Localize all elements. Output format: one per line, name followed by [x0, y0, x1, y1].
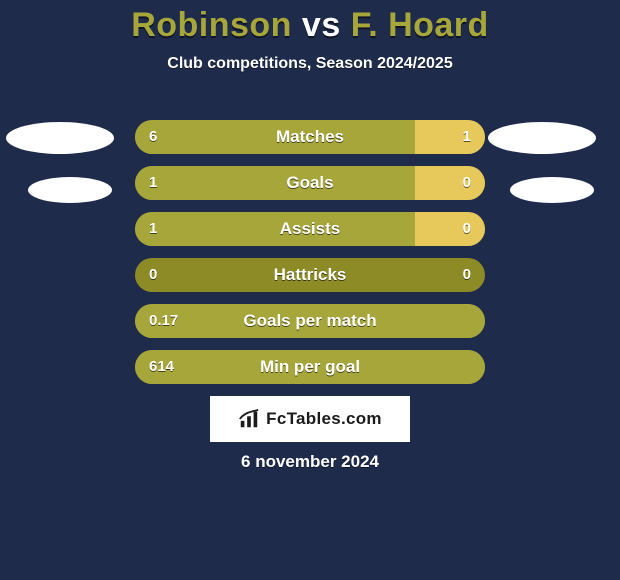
title-vs: vs [302, 6, 341, 44]
stat-label: Hattricks [135, 258, 485, 292]
stat-label: Goals [135, 166, 485, 200]
stat-bar-track: 61Matches [135, 120, 485, 154]
stat-label: Assists [135, 212, 485, 246]
comparison-card: Robinson vs F. Hoard Club competitions, … [0, 0, 620, 580]
stat-label: Goals per match [135, 304, 485, 338]
date-line: 6 november 2024 [0, 452, 620, 472]
stat-row: 10Assists [0, 212, 620, 246]
stat-bar-track: 10Assists [135, 212, 485, 246]
stat-bar-track: 0.17Goals per match [135, 304, 485, 338]
stat-rows: 61Matches 10Goals 10Assists 00Hattricks 0.17… [0, 120, 620, 396]
stat-label: Min per goal [135, 350, 485, 384]
stat-row: 0.17Goals per match [0, 304, 620, 338]
stat-label: Matches [135, 120, 485, 154]
subtitle: Club competitions, Season 2024/2025 [0, 55, 620, 73]
logo-text: FcTables.com [266, 409, 382, 429]
stat-row: 614Min per goal [0, 350, 620, 384]
title-player2: F. Hoard [351, 6, 489, 44]
logo-mark-icon [238, 408, 260, 430]
stat-bar-track: 614Min per goal [135, 350, 485, 384]
logo-box: FcTables.com [210, 396, 410, 442]
stat-row: 61Matches [0, 120, 620, 154]
stat-bar-track: 00Hattricks [135, 258, 485, 292]
page-title: Robinson vs F. Hoard [0, 0, 620, 45]
stat-row: 00Hattricks [0, 258, 620, 292]
stat-row: 10Goals [0, 166, 620, 200]
stat-bar-track: 10Goals [135, 166, 485, 200]
title-player1: Robinson [131, 6, 292, 44]
